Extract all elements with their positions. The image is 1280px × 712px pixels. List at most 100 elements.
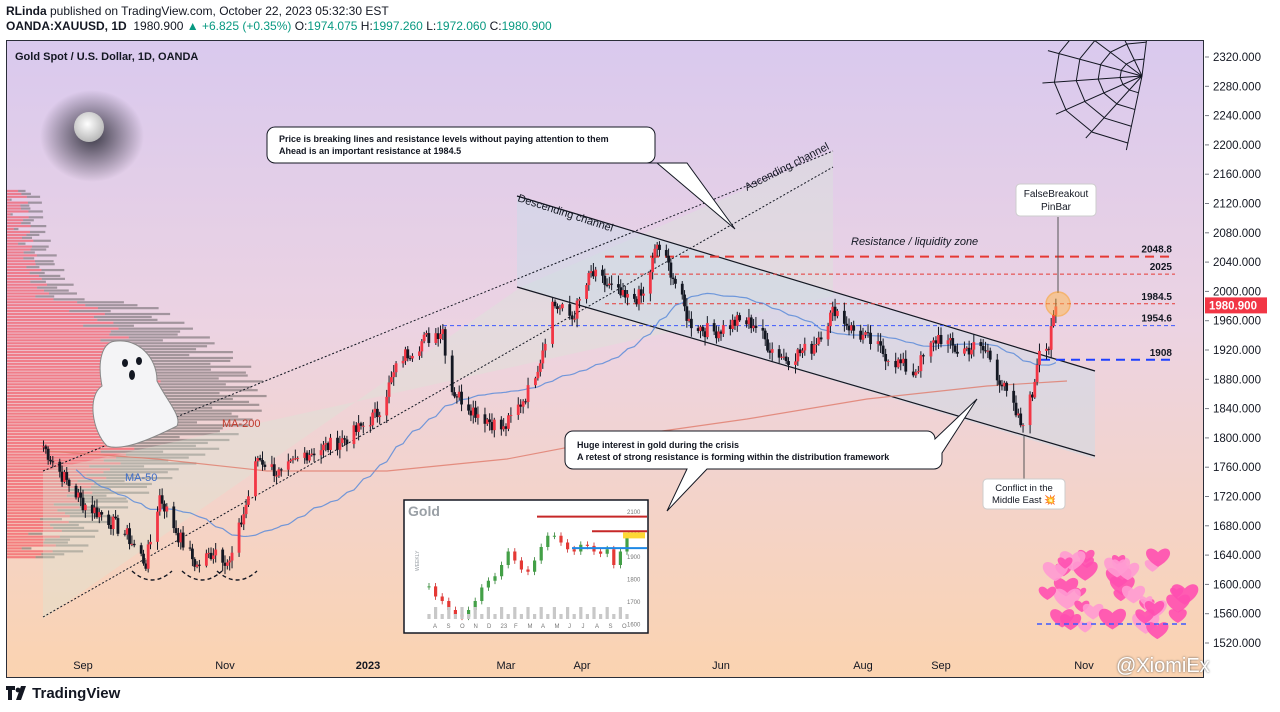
volume-profile-bar <box>7 444 121 447</box>
inset-x-label: M <box>555 624 560 630</box>
candle-body <box>142 553 145 564</box>
volume-profile-bar <box>162 394 267 398</box>
web-ring <box>1053 41 1129 144</box>
volume-profile-bar <box>7 476 107 480</box>
volume-profile-bar <box>7 456 117 459</box>
volume-profile-bar <box>21 192 31 195</box>
candle-body <box>51 461 55 463</box>
volume-profile-bar <box>44 289 69 292</box>
bottom-arc <box>131 570 173 581</box>
inset-candle <box>500 565 504 577</box>
candle-body <box>195 564 199 567</box>
candle-body <box>981 345 985 351</box>
volume-profile-bar <box>7 318 98 321</box>
price-axis-label: 2040.000 <box>1213 257 1261 269</box>
volume-profile-bar <box>36 254 57 257</box>
volume-profile-bar <box>7 362 130 365</box>
candle-body <box>932 340 935 343</box>
inset-x-label: A <box>595 624 599 630</box>
candle-body <box>324 443 328 445</box>
candle-body <box>777 349 781 358</box>
volume-profile-bar <box>116 353 190 357</box>
level-label: 1984.5 <box>1141 292 1172 303</box>
heart-shape <box>1144 601 1165 616</box>
volume-profile-bar <box>140 359 231 362</box>
volume-profile-bar <box>7 500 80 503</box>
author-name[interactable]: RLinda <box>6 4 47 18</box>
heart-shape <box>1060 613 1082 631</box>
candle-body <box>439 333 442 339</box>
volume-profile-bar <box>7 225 31 228</box>
volume-profile-bar <box>69 488 111 491</box>
volume-profile-bar <box>30 225 47 228</box>
volume-profile <box>7 189 267 559</box>
candle-body <box>703 331 707 338</box>
candle-body <box>911 371 915 376</box>
price-axis-label: 1720.000 <box>1213 492 1261 504</box>
candle-body <box>97 512 101 518</box>
volume-profile-bar <box>57 509 92 512</box>
candle-body <box>90 504 94 514</box>
volume-profile-bar <box>7 403 159 406</box>
price-axis-label: 1840.000 <box>1213 404 1261 416</box>
volume-profile-bar <box>39 518 62 521</box>
candle-body <box>605 284 609 286</box>
candle-body <box>866 332 870 334</box>
candle-body <box>42 446 45 448</box>
callout-top-line: Price is breaking lines and resistance l… <box>279 134 609 144</box>
candle-body <box>291 458 295 460</box>
descending-channel-lower <box>516 286 1096 457</box>
volume-profile-bar <box>66 494 107 497</box>
candle-body <box>683 294 686 307</box>
pinbar-note-box <box>1015 183 1097 217</box>
candle-body <box>810 343 814 354</box>
candle-body <box>787 361 790 365</box>
chart-area[interactable]: 2048.8 2025 1984.5 1954.6 1908 Ascending cha… <box>6 40 1204 678</box>
volume-profile-bar <box>53 526 85 529</box>
volume-profile-bar <box>7 547 22 550</box>
volume-profile-bar <box>7 304 86 307</box>
last-price-tag <box>1205 297 1267 314</box>
ghost-body <box>92 340 179 448</box>
x-axis-label: Jun <box>712 660 730 672</box>
candle-body <box>149 541 152 545</box>
candle-body <box>864 332 867 335</box>
candle-body <box>179 532 183 543</box>
volume-profile-bar <box>7 236 23 239</box>
candle-body <box>254 461 257 497</box>
volume-profile-bar <box>7 195 27 198</box>
volume-profile-bar <box>7 330 111 333</box>
candle-body <box>669 262 673 278</box>
candle-body <box>81 497 85 511</box>
volume-profile-bar <box>7 204 21 207</box>
candle-body <box>770 349 774 353</box>
open-value: 1974.075 <box>307 19 358 33</box>
candle-body <box>946 340 950 345</box>
inset-x-label: S <box>447 624 451 630</box>
volume-profile-bar <box>26 266 40 269</box>
volume-profile-bar <box>59 535 96 538</box>
volume-profile-bar <box>7 447 135 450</box>
volume-profile-bar <box>7 482 94 486</box>
candle-body <box>761 327 765 331</box>
inset-candles: 210020001900180017001600ASOND23FMAMJJASO <box>427 510 647 630</box>
brand-name: TradingView <box>32 685 121 702</box>
symbol-name[interactable]: OANDA:XAUUSD, 1D <box>6 19 127 33</box>
publish-date: published on TradingView.com, October 22… <box>46 4 389 18</box>
volume-profile-bar <box>35 263 55 266</box>
callout-top-bubble <box>266 126 736 230</box>
candle-body <box>474 407 477 418</box>
volume-profile-bar <box>7 400 153 404</box>
volume-profile-bar <box>7 520 69 524</box>
volume-profile-bar <box>129 362 211 365</box>
candle-body <box>307 454 311 461</box>
candle-body <box>801 350 804 354</box>
descending-channel-upper <box>516 195 1096 372</box>
candle-body <box>526 385 530 402</box>
tradingview-logo[interactable]: TradingView <box>6 685 120 702</box>
price-axis[interactable]: 2320.000 2280.000 2240.000 2200.000 2160.000… <box>1205 40 1280 678</box>
candle-body <box>685 306 689 321</box>
candle-body <box>44 446 48 449</box>
candle-body <box>796 349 800 362</box>
